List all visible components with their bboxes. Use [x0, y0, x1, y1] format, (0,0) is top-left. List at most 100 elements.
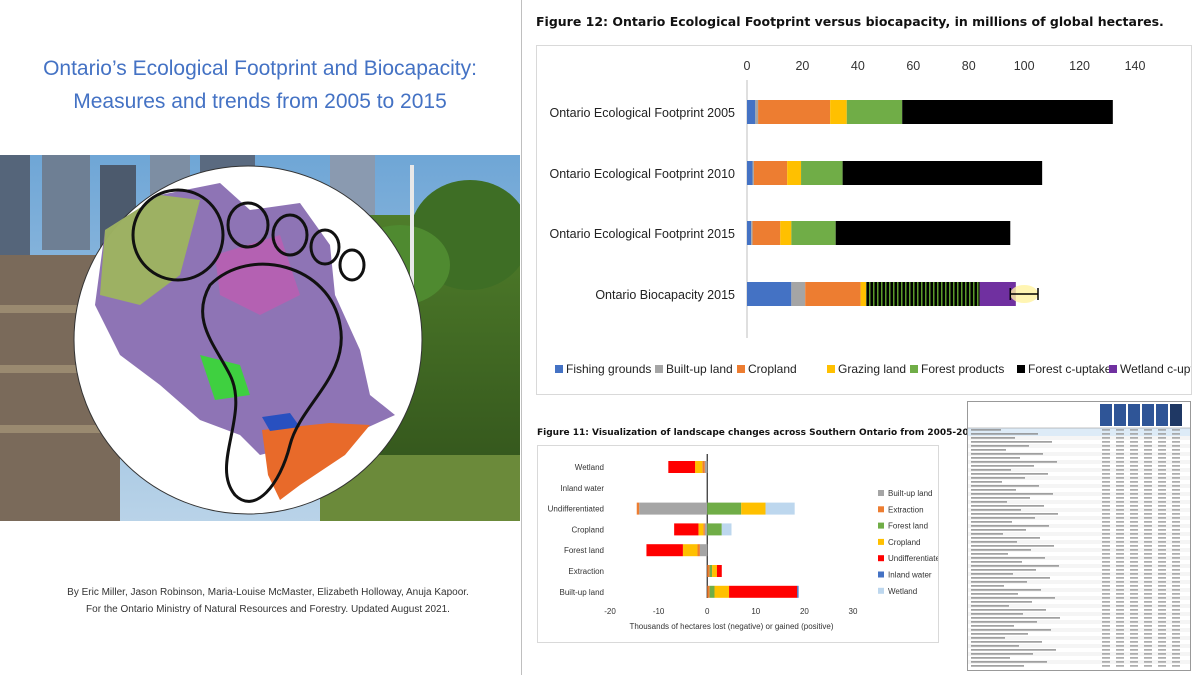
table-value-mark	[1172, 525, 1180, 527]
table-value-mark	[1144, 593, 1152, 595]
table-value-mark	[1130, 545, 1138, 547]
table-value-mark	[1102, 573, 1110, 575]
table-value-mark	[1172, 437, 1180, 439]
table-value-mark	[1102, 525, 1110, 527]
table-row	[968, 556, 1190, 560]
table-value-mark	[1130, 665, 1138, 667]
fig12-bar-segment	[866, 282, 980, 306]
table-value-mark	[1130, 497, 1138, 499]
table-value-mark	[1102, 645, 1110, 647]
table-value-mark	[1172, 577, 1180, 579]
table-value-mark	[1158, 661, 1166, 663]
table-value-mark	[1172, 581, 1180, 583]
table-value-mark	[1116, 437, 1124, 439]
table-value-mark	[1116, 577, 1124, 579]
table-value-mark	[1102, 521, 1110, 523]
table-value-mark	[1144, 585, 1152, 587]
fig11-legend-swatch	[878, 538, 884, 545]
table-row-label-mark	[971, 497, 1030, 499]
table-value-mark	[1116, 653, 1124, 655]
table-value-mark	[1130, 569, 1138, 571]
table-value-mark	[1158, 461, 1166, 463]
fig11-bar-segment-negative	[636, 502, 640, 515]
table-value-mark	[1144, 441, 1152, 443]
table-value-mark	[1144, 601, 1152, 603]
table-value-mark	[1172, 545, 1180, 547]
figure-11-title: Figure 11: Visualization of landscape ch…	[537, 428, 985, 438]
table-value-mark	[1116, 465, 1124, 467]
table-value-mark	[1158, 629, 1166, 631]
table-value-mark	[1144, 597, 1152, 599]
fig12-category-label: Ontario Ecological Footprint 2010	[549, 167, 735, 181]
table-value-mark	[1102, 609, 1110, 611]
table-value-mark	[1158, 641, 1166, 643]
table-row	[968, 540, 1190, 544]
table-row	[968, 448, 1190, 452]
table-value-mark	[1172, 617, 1180, 619]
table-row-label-mark	[971, 649, 1056, 651]
table-row-label-mark	[971, 541, 1017, 543]
table-value-mark	[1130, 625, 1138, 627]
table-value-mark	[1144, 469, 1152, 471]
figure-12-title: Figure 12: Ontario Ecological Footprint …	[536, 14, 1164, 29]
table-value-mark	[1172, 557, 1180, 559]
table-value-mark	[1172, 637, 1180, 639]
table-value-mark	[1158, 605, 1166, 607]
table-value-mark	[1172, 469, 1180, 471]
table-value-mark	[1102, 565, 1110, 567]
table-value-mark	[1130, 513, 1138, 515]
table-row-label-mark	[971, 645, 1019, 647]
table-value-mark	[1144, 537, 1152, 539]
fig12-legend-label: Wetland c-uptake	[1120, 362, 1191, 376]
table-row-label-mark	[971, 629, 1051, 631]
fig11-bar-segment-positive	[765, 502, 795, 515]
table-value-mark	[1102, 473, 1110, 475]
table-value-mark	[1144, 453, 1152, 455]
table-value-mark	[1130, 529, 1138, 531]
table-row	[968, 588, 1190, 592]
table-value-mark	[1172, 453, 1180, 455]
table-row-label-mark	[971, 621, 1037, 623]
table-value-mark	[1158, 553, 1166, 555]
table-value-mark	[1144, 577, 1152, 579]
table-value-mark	[1130, 613, 1138, 615]
table-value-mark	[1116, 617, 1124, 619]
table-value-mark	[1130, 509, 1138, 511]
table-value-mark	[1130, 661, 1138, 663]
fig12-legend-swatch	[737, 365, 745, 373]
table-value-mark	[1172, 565, 1180, 567]
table-row-label-mark	[971, 477, 1025, 479]
table-row-label-mark	[971, 605, 1009, 607]
table-value-mark	[1102, 665, 1110, 667]
table-value-mark	[1158, 465, 1166, 467]
fig12-x-tick-label: 0	[744, 59, 751, 73]
table-row	[968, 600, 1190, 604]
table-value-mark	[1158, 597, 1166, 599]
table-value-mark	[1130, 621, 1138, 623]
table-value-mark	[1172, 433, 1180, 435]
table-value-mark	[1144, 525, 1152, 527]
fig11-x-tick-label: 0	[705, 607, 710, 616]
table-value-mark	[1158, 593, 1166, 595]
table-value-mark	[1102, 621, 1110, 623]
table-row	[968, 612, 1190, 616]
table-row-label-mark	[971, 585, 1004, 587]
table-value-mark	[1116, 609, 1124, 611]
table-row-label-mark	[971, 533, 1003, 535]
table-value-mark	[1158, 609, 1166, 611]
fig12-x-tick-label: 40	[851, 59, 865, 73]
table-value-mark	[1130, 429, 1138, 431]
fig12-legend-swatch	[1109, 365, 1117, 373]
table-value-mark	[1158, 565, 1166, 567]
table-row	[968, 504, 1190, 508]
table-value-mark	[1130, 601, 1138, 603]
table-value-mark	[1144, 501, 1152, 503]
table-row-label-mark	[971, 433, 1038, 435]
table-row-label-mark	[971, 429, 1001, 431]
footprint-toe	[309, 228, 341, 266]
table-value-mark	[1172, 505, 1180, 507]
fig11-bar-segment-positive	[741, 502, 766, 515]
table-value-mark	[1130, 585, 1138, 587]
fig11-bar-segment-positive	[707, 523, 722, 536]
table-value-mark	[1102, 661, 1110, 663]
